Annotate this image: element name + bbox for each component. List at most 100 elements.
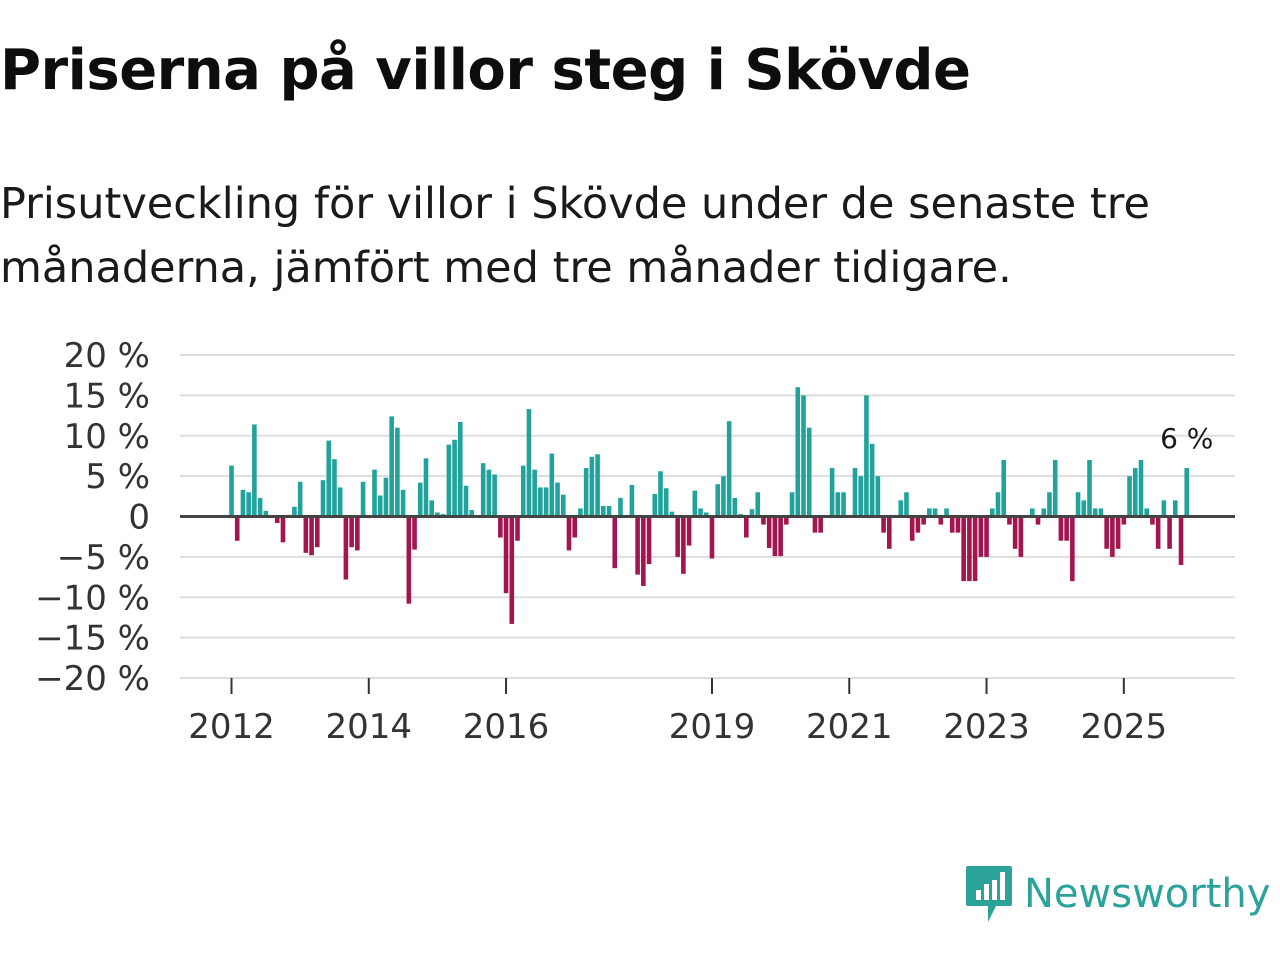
bar bbox=[841, 492, 846, 517]
bar bbox=[549, 453, 555, 517]
bar bbox=[612, 516, 618, 569]
bar bbox=[515, 516, 520, 541]
bar bbox=[360, 481, 366, 517]
bar bbox=[778, 516, 783, 557]
bar bbox=[435, 512, 440, 517]
bar bbox=[944, 508, 949, 517]
bar bbox=[967, 516, 972, 582]
bar bbox=[601, 506, 606, 517]
bar bbox=[469, 510, 475, 517]
bar bbox=[1184, 468, 1190, 517]
y-tick-label: −5 % bbox=[57, 538, 150, 578]
bar bbox=[812, 516, 818, 533]
bar bbox=[904, 492, 909, 517]
y-axis-ticks: 20 %15 %10 %5 %0−5 %−10 %−15 %−20 % bbox=[35, 336, 150, 699]
bar bbox=[578, 508, 583, 517]
y-tick-label: −20 % bbox=[35, 659, 150, 699]
bar bbox=[1007, 516, 1012, 525]
bar bbox=[1104, 516, 1109, 549]
bar bbox=[343, 516, 349, 580]
x-tick-label: 2023 bbox=[943, 707, 1030, 747]
bar bbox=[526, 409, 532, 517]
bar bbox=[864, 395, 869, 517]
x-tick-label: 2016 bbox=[463, 707, 550, 747]
bar bbox=[1138, 459, 1144, 517]
y-tick-label: 5 % bbox=[85, 457, 150, 497]
y-tick-label: −10 % bbox=[35, 578, 150, 618]
bar bbox=[887, 516, 892, 549]
bar bbox=[406, 516, 412, 604]
bar bbox=[784, 516, 789, 525]
chart-title: Priserna på villor steg i Skövde bbox=[0, 38, 971, 103]
bar bbox=[995, 492, 1001, 517]
bar bbox=[400, 489, 406, 517]
bar bbox=[395, 427, 400, 517]
bar bbox=[377, 495, 383, 517]
bar bbox=[629, 485, 635, 517]
bar bbox=[618, 497, 623, 517]
bar bbox=[1127, 476, 1132, 517]
bar bbox=[509, 516, 515, 624]
bar bbox=[1052, 459, 1058, 517]
bar bbox=[927, 508, 932, 517]
bar bbox=[229, 465, 234, 517]
bar bbox=[417, 482, 423, 517]
y-tick-label: 0 bbox=[128, 498, 150, 538]
bar bbox=[1058, 516, 1064, 541]
bar bbox=[263, 510, 269, 517]
x-axis: 2012 2014 2016 2019 2021 2023 2025 bbox=[180, 515, 1235, 747]
bar bbox=[658, 471, 663, 517]
bar bbox=[252, 424, 257, 517]
bar bbox=[486, 469, 492, 517]
bar bbox=[383, 477, 389, 517]
bar bbox=[315, 516, 320, 548]
bar bbox=[274, 516, 280, 523]
bar bbox=[429, 500, 434, 517]
bar bbox=[1115, 516, 1121, 549]
bar bbox=[1030, 508, 1035, 517]
bar bbox=[566, 516, 572, 551]
newsworthy-logo-icon bbox=[966, 866, 1012, 922]
bar bbox=[1121, 516, 1127, 525]
bar bbox=[389, 416, 394, 517]
bar bbox=[303, 516, 309, 553]
bar bbox=[292, 506, 297, 517]
bar bbox=[1092, 508, 1098, 517]
bar bbox=[726, 421, 732, 517]
bar bbox=[560, 494, 566, 517]
bar bbox=[1047, 492, 1052, 517]
bar bbox=[675, 516, 680, 557]
bar bbox=[1161, 500, 1167, 517]
bar bbox=[989, 508, 995, 517]
chart-subtitle: Prisutveckling för villor i Skövde under… bbox=[0, 179, 1150, 293]
bar bbox=[669, 511, 675, 517]
x-tick-label: 2019 bbox=[669, 707, 756, 747]
bars bbox=[229, 387, 1190, 624]
bar bbox=[692, 490, 698, 517]
bar bbox=[458, 422, 463, 517]
bar bbox=[909, 516, 915, 541]
bar bbox=[280, 516, 286, 543]
bar bbox=[1150, 516, 1155, 525]
bar bbox=[595, 454, 600, 517]
bar bbox=[858, 476, 863, 517]
bar bbox=[949, 516, 955, 533]
bar bbox=[818, 516, 823, 533]
bar bbox=[686, 516, 692, 546]
bar bbox=[852, 468, 858, 517]
bar bbox=[1110, 516, 1115, 557]
bar bbox=[606, 506, 612, 517]
bar bbox=[1018, 516, 1024, 557]
bar bbox=[898, 500, 904, 517]
bar bbox=[355, 516, 360, 551]
bar bbox=[955, 516, 961, 533]
y-tick-label: −15 % bbox=[35, 619, 150, 659]
bar bbox=[938, 516, 944, 525]
bar bbox=[1155, 516, 1161, 549]
bar bbox=[869, 443, 875, 517]
bar bbox=[755, 492, 761, 517]
bar bbox=[795, 387, 801, 517]
bar bbox=[652, 493, 658, 517]
bar bbox=[835, 492, 841, 517]
bar bbox=[801, 395, 806, 517]
